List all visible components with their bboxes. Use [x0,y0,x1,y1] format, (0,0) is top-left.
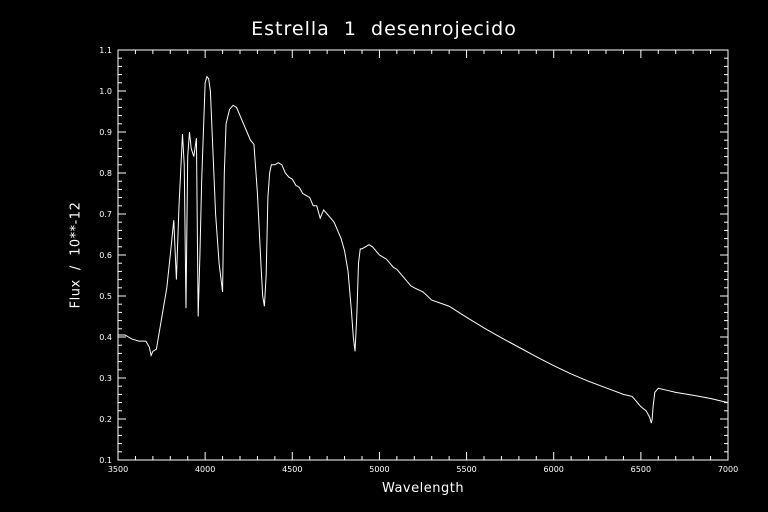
plot-frame [117,49,729,461]
flux-spectrum-line [118,75,729,424]
x-tick-label: 6500 [631,465,651,474]
x-tick-label: 6000 [544,465,564,474]
chart-title: Estrella 1 desenrojecido [251,18,517,40]
x-tick-label: 5500 [456,465,476,474]
x-tick-label: 7000 [718,465,738,474]
y-tick-label: 0.7 [99,210,112,219]
x-tick-label: 4000 [195,465,215,474]
x-tick-label: 4500 [282,465,302,474]
y-tick-label: 0.5 [99,292,112,301]
y-tick-label: 0.3 [99,374,112,383]
y-axis-label: Flux / 10**-12 [68,201,84,309]
x-tick-label: 5000 [369,465,389,474]
axis-ticks [117,49,729,461]
y-tick-label: 0.1 [99,456,112,465]
y-tick-label: 1.1 [99,46,112,55]
y-tick-label: 0.2 [99,415,112,424]
y-tick-label: 0.8 [99,169,112,178]
y-tick-label: 0.6 [99,251,112,260]
y-tick-label: 1.0 [99,87,112,96]
y-tick-label: 0.4 [99,333,112,342]
y-tick-label: 0.9 [99,128,112,137]
x-tick-label: 3500 [108,465,128,474]
axis-tick-labels: 3500 4000 4500 5000 5500 6000 6500 7000 0.1 0.2 0.… [99,46,738,474]
x-axis-label: Wavelength [381,481,465,496]
